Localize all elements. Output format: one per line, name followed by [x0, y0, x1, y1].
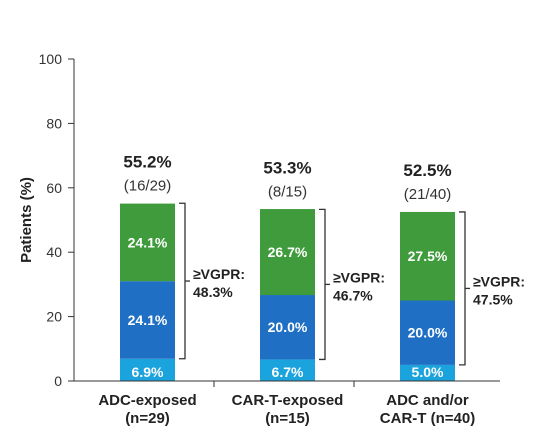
x-category-label: (n=29) [125, 410, 170, 427]
x-category-label: (n=15) [265, 410, 310, 427]
segment-label: 24.1% [128, 312, 168, 328]
y-tick-label: 20 [46, 309, 62, 325]
total-percent: 55.2% [123, 152, 171, 171]
x-category-label: ADC and/or [386, 392, 469, 409]
bar-segment [260, 359, 315, 381]
y-tick-label: 40 [46, 244, 62, 260]
segment-label: 6.7% [272, 364, 304, 380]
bar-segment [400, 364, 455, 381]
vgpr-label: ≥VGPR: [473, 273, 525, 289]
vgpr-bracket [319, 208, 326, 361]
vgpr-value: 48.3% [193, 284, 233, 300]
total-fraction: (8/15) [268, 183, 307, 200]
y-tick-label: 60 [46, 180, 62, 196]
segment-label: 20.0% [408, 325, 448, 341]
vgpr-bracket [459, 211, 466, 366]
bar-segment [260, 295, 315, 360]
y-tick-label: 100 [39, 51, 63, 67]
segment-label: 24.1% [128, 234, 168, 250]
bars: 6.9% 24.1% 24.1% 55.2% (16/29) ≥VGPR: 48.3% 6.7… [120, 152, 525, 381]
vgpr-value: 46.7% [333, 287, 373, 303]
bar-segment [120, 281, 175, 359]
total-fraction: (16/29) [124, 177, 172, 194]
vgpr-value: 47.5% [473, 291, 513, 307]
y-tick-label: 80 [46, 115, 62, 131]
total-percent: 53.3% [263, 158, 311, 177]
bar-segment [120, 203, 175, 282]
vgpr-label: ≥VGPR: [333, 269, 385, 285]
bar-segment [400, 300, 455, 365]
y-axis: 0 20 40 60 80 100 [39, 51, 75, 389]
bar-segment [120, 358, 175, 381]
bar-segment [260, 209, 315, 296]
segment-label: 27.5% [408, 248, 448, 264]
bar-segment [400, 211, 455, 301]
x-category-label: CAR-T (n=40) [380, 410, 475, 427]
x-axis: ADC-exposed(n=29) CAR-T-exposed(n=15) ADC … [74, 380, 500, 427]
x-category-label: CAR-T-exposed [232, 392, 344, 409]
segment-label: 6.9% [132, 364, 164, 380]
vgpr-bracket [179, 202, 186, 360]
segment-label: 20.0% [268, 319, 308, 335]
segment-label: 26.7% [268, 244, 308, 260]
y-axis-label: Patients (%) [18, 177, 35, 263]
total-percent: 52.5% [403, 161, 451, 180]
vgpr-label: ≥VGPR: [193, 266, 245, 282]
segment-label: 5.0% [412, 364, 444, 380]
total-fraction: (21/40) [404, 186, 452, 203]
y-tick-label: 0 [54, 373, 62, 389]
x-category-label: ADC-exposed [98, 392, 196, 409]
